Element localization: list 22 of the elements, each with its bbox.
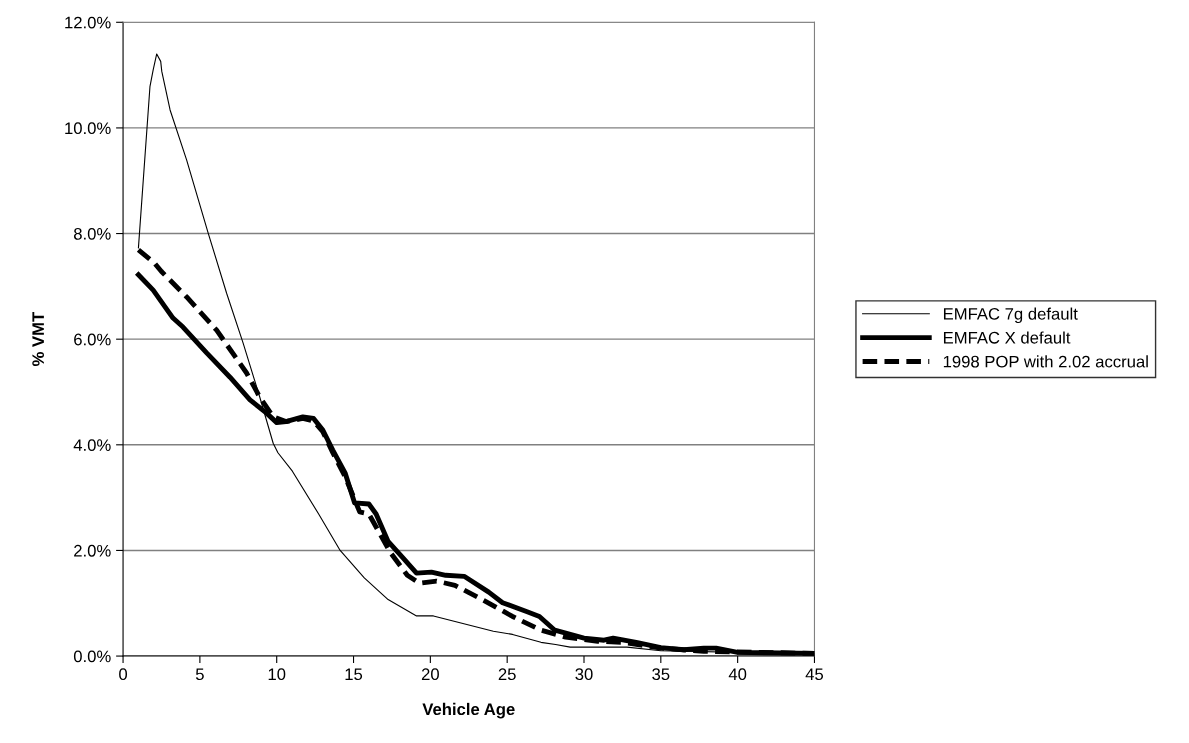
x-tick-label: 0 xyxy=(119,668,128,681)
y-tick-label: 10.0% xyxy=(65,122,111,135)
y-tick-label: 6.0% xyxy=(74,333,111,346)
y-tick-label: 12.0% xyxy=(65,16,111,29)
y-axis-title: % VMT xyxy=(32,312,45,367)
x-tick-label: 40 xyxy=(728,668,747,681)
x-tick-label: 45 xyxy=(805,668,824,681)
x-axis-title: Vehicle Age xyxy=(422,702,515,719)
y-tick-label: 8.0% xyxy=(73,227,111,240)
x-tick-label: 5 xyxy=(195,668,204,681)
legend-label: 1998 POP with 2.02 accrual xyxy=(943,355,1148,368)
x-tick-label: 35 xyxy=(652,668,670,681)
y-tick-label: 0.0% xyxy=(73,650,111,663)
y-tick-label: 2.0% xyxy=(74,544,111,557)
legend-label: EMFAC X default xyxy=(943,331,1071,344)
x-tick-label: 25 xyxy=(498,668,516,681)
legend-label: EMFAC 7g default xyxy=(943,307,1078,324)
x-tick-label: 20 xyxy=(421,668,439,681)
x-tick-label: 30 xyxy=(575,668,593,681)
y-tick-label: 4.0% xyxy=(73,439,111,452)
x-tick-label: 15 xyxy=(345,668,363,681)
x-tick-label: 10 xyxy=(268,668,286,681)
